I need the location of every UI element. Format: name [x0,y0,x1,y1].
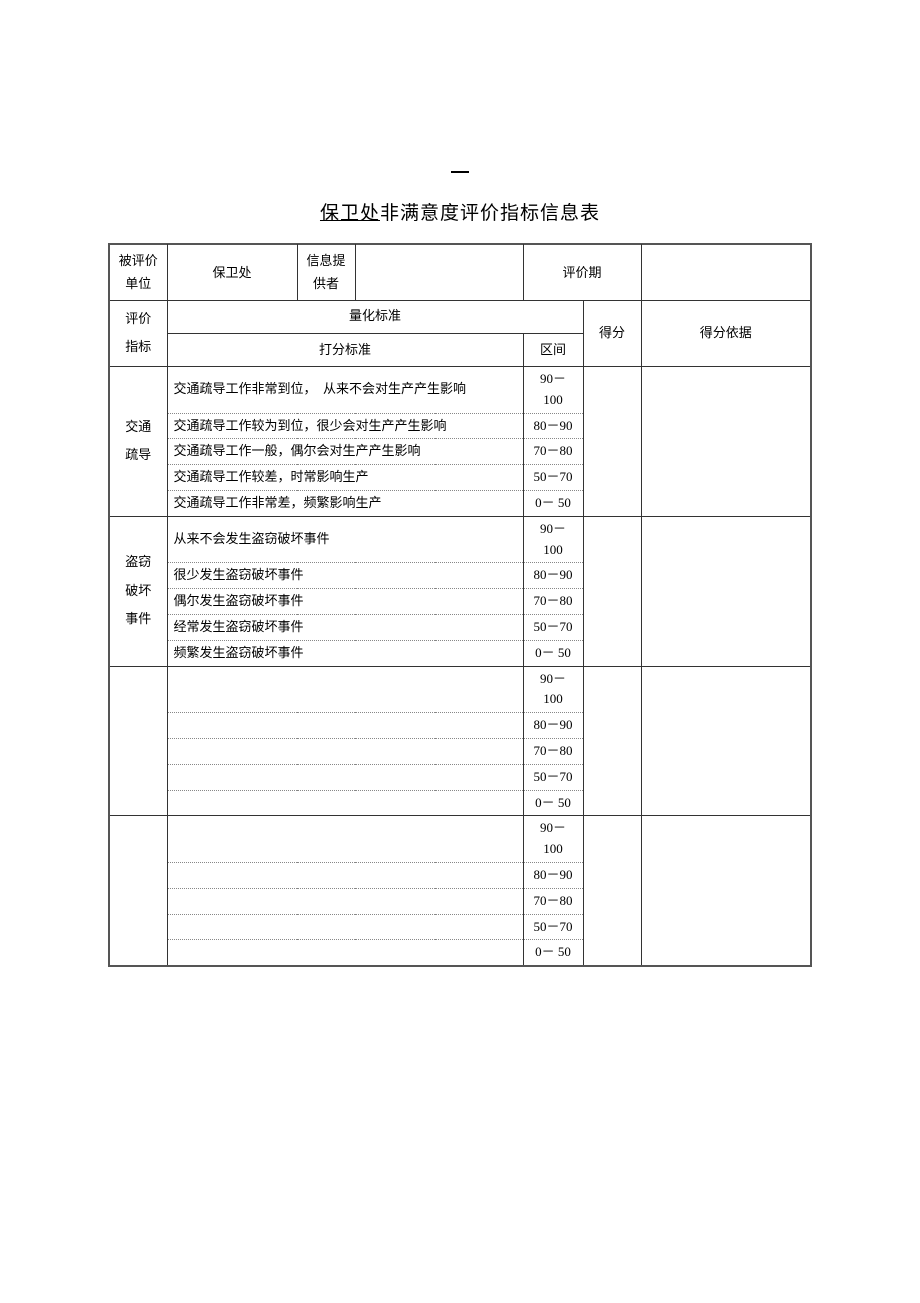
criteria-range: 90－ 100 [523,816,583,863]
title-underlined: 保卫处 [320,203,380,224]
criteria-desc [167,862,523,888]
section-label-0: 交通疏导 [109,366,167,516]
section-label-3 [109,816,167,966]
eval-period-label: 评价期 [523,244,641,300]
criteria-desc [167,713,523,739]
criteria-range: 80－90 [523,563,583,589]
criteria-desc [167,816,523,863]
quant-standard-label: 量化标准 [167,300,583,333]
scoring-standard-label: 打分标准 [167,333,523,366]
eval-period-value [641,244,811,300]
evaluation-table: 被评价单位 保卫处 信息提供者 评价期 评价指标 量化标准 得分 得分依据 打分… [108,243,812,967]
criteria-range: 0－ 50 [523,490,583,516]
criteria-range: 80－90 [523,413,583,439]
score-basis-label: 得分依据 [641,300,811,366]
criteria-desc [167,790,523,816]
score-cell [583,516,641,666]
criteria-range: 90－ 100 [523,366,583,413]
eval-indicator-label: 评价指标 [109,300,167,366]
criteria-desc: 偶尔发生盗窃破坏事件 [167,589,523,615]
criteria-desc: 交通疏导工作一般，偶尔会对生产产生影响 [167,439,523,465]
range-label: 区间 [523,333,583,366]
score-label: 得分 [583,300,641,366]
criteria-desc: 交通疏导工作较差，时常影响生产 [167,465,523,491]
basis-cell [641,516,811,666]
criteria-range: 90－ 100 [523,666,583,713]
criteria-desc: 经常发生盗窃破坏事件 [167,614,523,640]
criteria-range: 0－ 50 [523,940,583,966]
title-rest: 非满意度评价指标信息表 [380,203,600,224]
decorative-dash [451,171,469,173]
basis-cell [641,666,811,816]
criteria-desc [167,940,523,966]
section-label-1: 盗窃破坏事件 [109,516,167,666]
criteria-desc: 交通疏导工作非常到位， 从来不会对生产产生影响 [167,366,523,413]
score-cell [583,816,641,966]
criteria-range: 0－ 50 [523,790,583,816]
info-provider-label: 信息提供者 [297,244,355,300]
criteria-range: 70－80 [523,439,583,465]
criteria-range: 50－70 [523,764,583,790]
criteria-desc: 交通疏导工作非常差，频繁影响生产 [167,490,523,516]
criteria-range: 90－ 100 [523,516,583,563]
criteria-range: 50－70 [523,465,583,491]
criteria-range: 70－80 [523,738,583,764]
basis-cell [641,816,811,966]
criteria-range: 80－90 [523,862,583,888]
criteria-desc: 频繁发生盗窃破坏事件 [167,640,523,666]
page-title: 保卫处非满意度评价指标信息表 [0,198,920,225]
criteria-range: 0－ 50 [523,640,583,666]
criteria-range: 50－70 [523,614,583,640]
criteria-desc: 从来不会发生盗窃破坏事件 [167,516,523,563]
criteria-range: 50－70 [523,914,583,940]
criteria-range: 70－80 [523,888,583,914]
criteria-range: 80－90 [523,713,583,739]
evaluated-unit-label: 被评价单位 [109,244,167,300]
score-cell [583,666,641,816]
criteria-range: 70－80 [523,589,583,615]
basis-cell [641,366,811,516]
evaluated-unit-value: 保卫处 [167,244,297,300]
criteria-desc: 交通疏导工作较为到位，很少会对生产产生影响 [167,413,523,439]
criteria-desc [167,666,523,713]
criteria-desc [167,738,523,764]
info-provider-value [355,244,523,300]
criteria-desc [167,764,523,790]
section-label-2 [109,666,167,816]
criteria-desc: 很少发生盗窃破坏事件 [167,563,523,589]
criteria-desc [167,888,523,914]
criteria-desc [167,914,523,940]
score-cell [583,366,641,516]
